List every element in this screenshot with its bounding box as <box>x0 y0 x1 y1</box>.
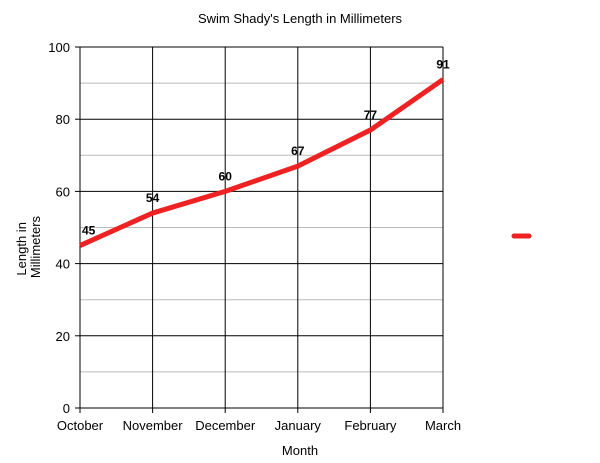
y-tick-label: 100 <box>48 40 70 55</box>
data-label: 60 <box>219 169 233 183</box>
data-labels: 45 54 60 67 77 91 <box>82 57 450 237</box>
y-tick-label: 60 <box>56 184 70 199</box>
x-tick-label: November <box>123 418 184 433</box>
gridlines <box>79 46 444 409</box>
chart-title: Swim Shady's Length in Millimeters <box>198 11 403 26</box>
x-tick-label: October <box>57 418 104 433</box>
y-axis-title: Length in Millimeters <box>14 215 43 278</box>
data-label: 45 <box>82 224 96 238</box>
series-line <box>78 77 445 248</box>
x-tick-label: January <box>275 418 322 433</box>
y-axis-title-line-1: Length in <box>14 222 29 276</box>
x-tick-label: December <box>195 418 256 433</box>
x-tick-label: February <box>344 418 397 433</box>
y-tick-label: 40 <box>56 257 70 272</box>
y-tick-label: 80 <box>56 112 70 127</box>
x-tick-label: March <box>425 418 461 433</box>
y-axis-title-line-2: Millimeters <box>28 215 43 278</box>
y-tick-label: 0 <box>63 401 70 416</box>
data-label: 77 <box>364 108 378 122</box>
data-label: 54 <box>146 191 160 205</box>
axis-ticks: 0 20 40 60 80 100 October November December Janua… <box>48 40 461 433</box>
y-tick-label: 20 <box>56 329 70 344</box>
x-axis-title: Month <box>282 443 318 458</box>
plot-series <box>78 77 445 248</box>
data-label: 91 <box>436 57 450 71</box>
data-label: 67 <box>291 144 305 158</box>
